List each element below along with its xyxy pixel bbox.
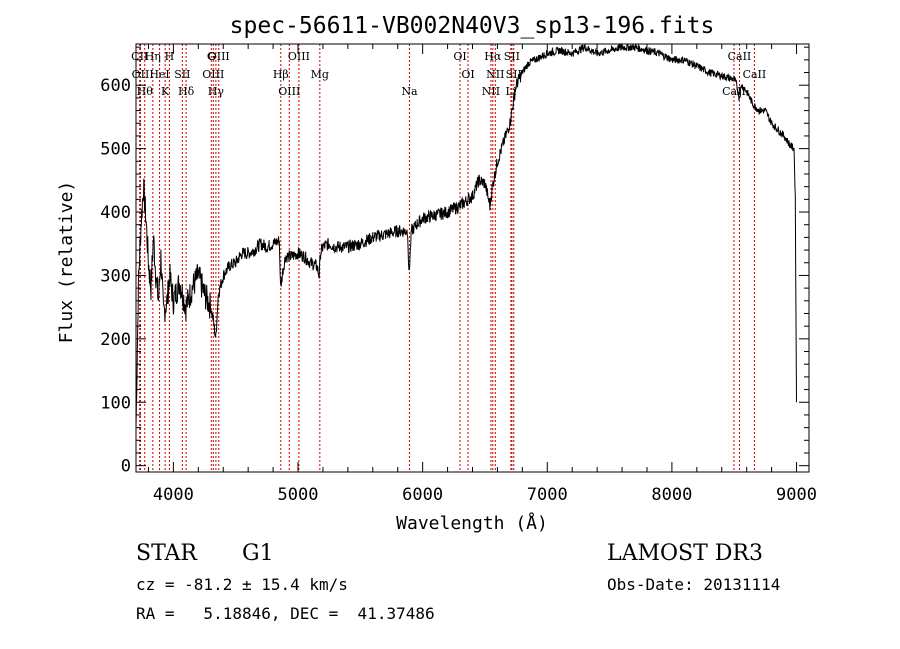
line-label: Hα — [484, 50, 502, 63]
line-label: OIII — [202, 68, 224, 81]
line-label: NII — [486, 68, 504, 81]
y-tick-label: 500 — [100, 140, 131, 160]
x-tick-label: 4000 — [153, 485, 194, 505]
line-label: OI — [453, 50, 466, 63]
x-tick-label: 8000 — [651, 485, 692, 505]
y-tick-label: 400 — [100, 203, 131, 223]
line-labels: CIIOIIHθHηHeIKHSIIHδGOIIIHγOIIIHβOIIIOII… — [131, 50, 766, 98]
line-label: CaII — [728, 50, 752, 63]
line-label: Hθ — [137, 85, 154, 98]
line-label: SII — [504, 50, 520, 63]
line-label: OIII — [208, 50, 230, 63]
line-label: K — [161, 85, 170, 98]
survey-name: LAMOST DR3 — [607, 541, 763, 566]
line-markers — [139, 44, 755, 472]
spectrum-line — [135, 42, 797, 428]
line-label: OII — [132, 68, 150, 81]
line-label: CII — [131, 50, 148, 63]
x-tick-label: 9000 — [776, 485, 817, 505]
line-label: OIII — [278, 85, 300, 98]
y-tick-label: 300 — [100, 266, 131, 286]
line-label: Mg — [311, 68, 329, 81]
object-subclass: G1 — [242, 541, 274, 566]
line-label: Hδ — [178, 85, 195, 98]
x-tick-label: 6000 — [402, 485, 443, 505]
line-label: H — [165, 50, 175, 63]
y-tick-label: 0 — [121, 457, 131, 477]
line-label: SII — [174, 68, 190, 81]
line-label: HeI — [149, 68, 169, 81]
y-tick-label: 100 — [100, 393, 131, 413]
y-axis-label: Flux (relative) — [56, 181, 77, 344]
x-tick-label: 5000 — [278, 485, 319, 505]
x-tick-label: 7000 — [527, 485, 568, 505]
line-label: Hη — [145, 50, 161, 63]
line-label: OI — [461, 68, 474, 81]
redshift-cz: cz = -81.2 ± 15.4 km/s — [136, 575, 348, 594]
observation-date: Obs-Date: 20131114 — [607, 575, 780, 594]
line-label: NII — [482, 85, 500, 98]
y-axis-ticks: 0 100 200 300 400 500 600 — [100, 46, 809, 477]
line-label: OIII — [288, 50, 310, 63]
y-tick-label: 200 — [100, 330, 131, 350]
x-axis-label: Wavelength (Å) — [396, 512, 548, 534]
object-class: STAR — [136, 541, 198, 566]
ra-dec: RA = 5.18846, DEC = 41.37486 — [136, 604, 435, 623]
chart-title: spec-56611-VB002N40V3_sp13-196.fits — [230, 13, 715, 39]
y-tick-label: 600 — [100, 76, 131, 96]
x-axis-ticks: 4000 5000 6000 7000 8000 9000 — [147, 44, 817, 505]
line-label: CaII — [743, 68, 767, 81]
line-label: Hγ — [208, 85, 225, 98]
line-label: G — [207, 50, 216, 63]
line-label: Li — [505, 85, 516, 98]
line-label: Hβ — [273, 68, 289, 81]
line-label: Na — [401, 85, 418, 98]
